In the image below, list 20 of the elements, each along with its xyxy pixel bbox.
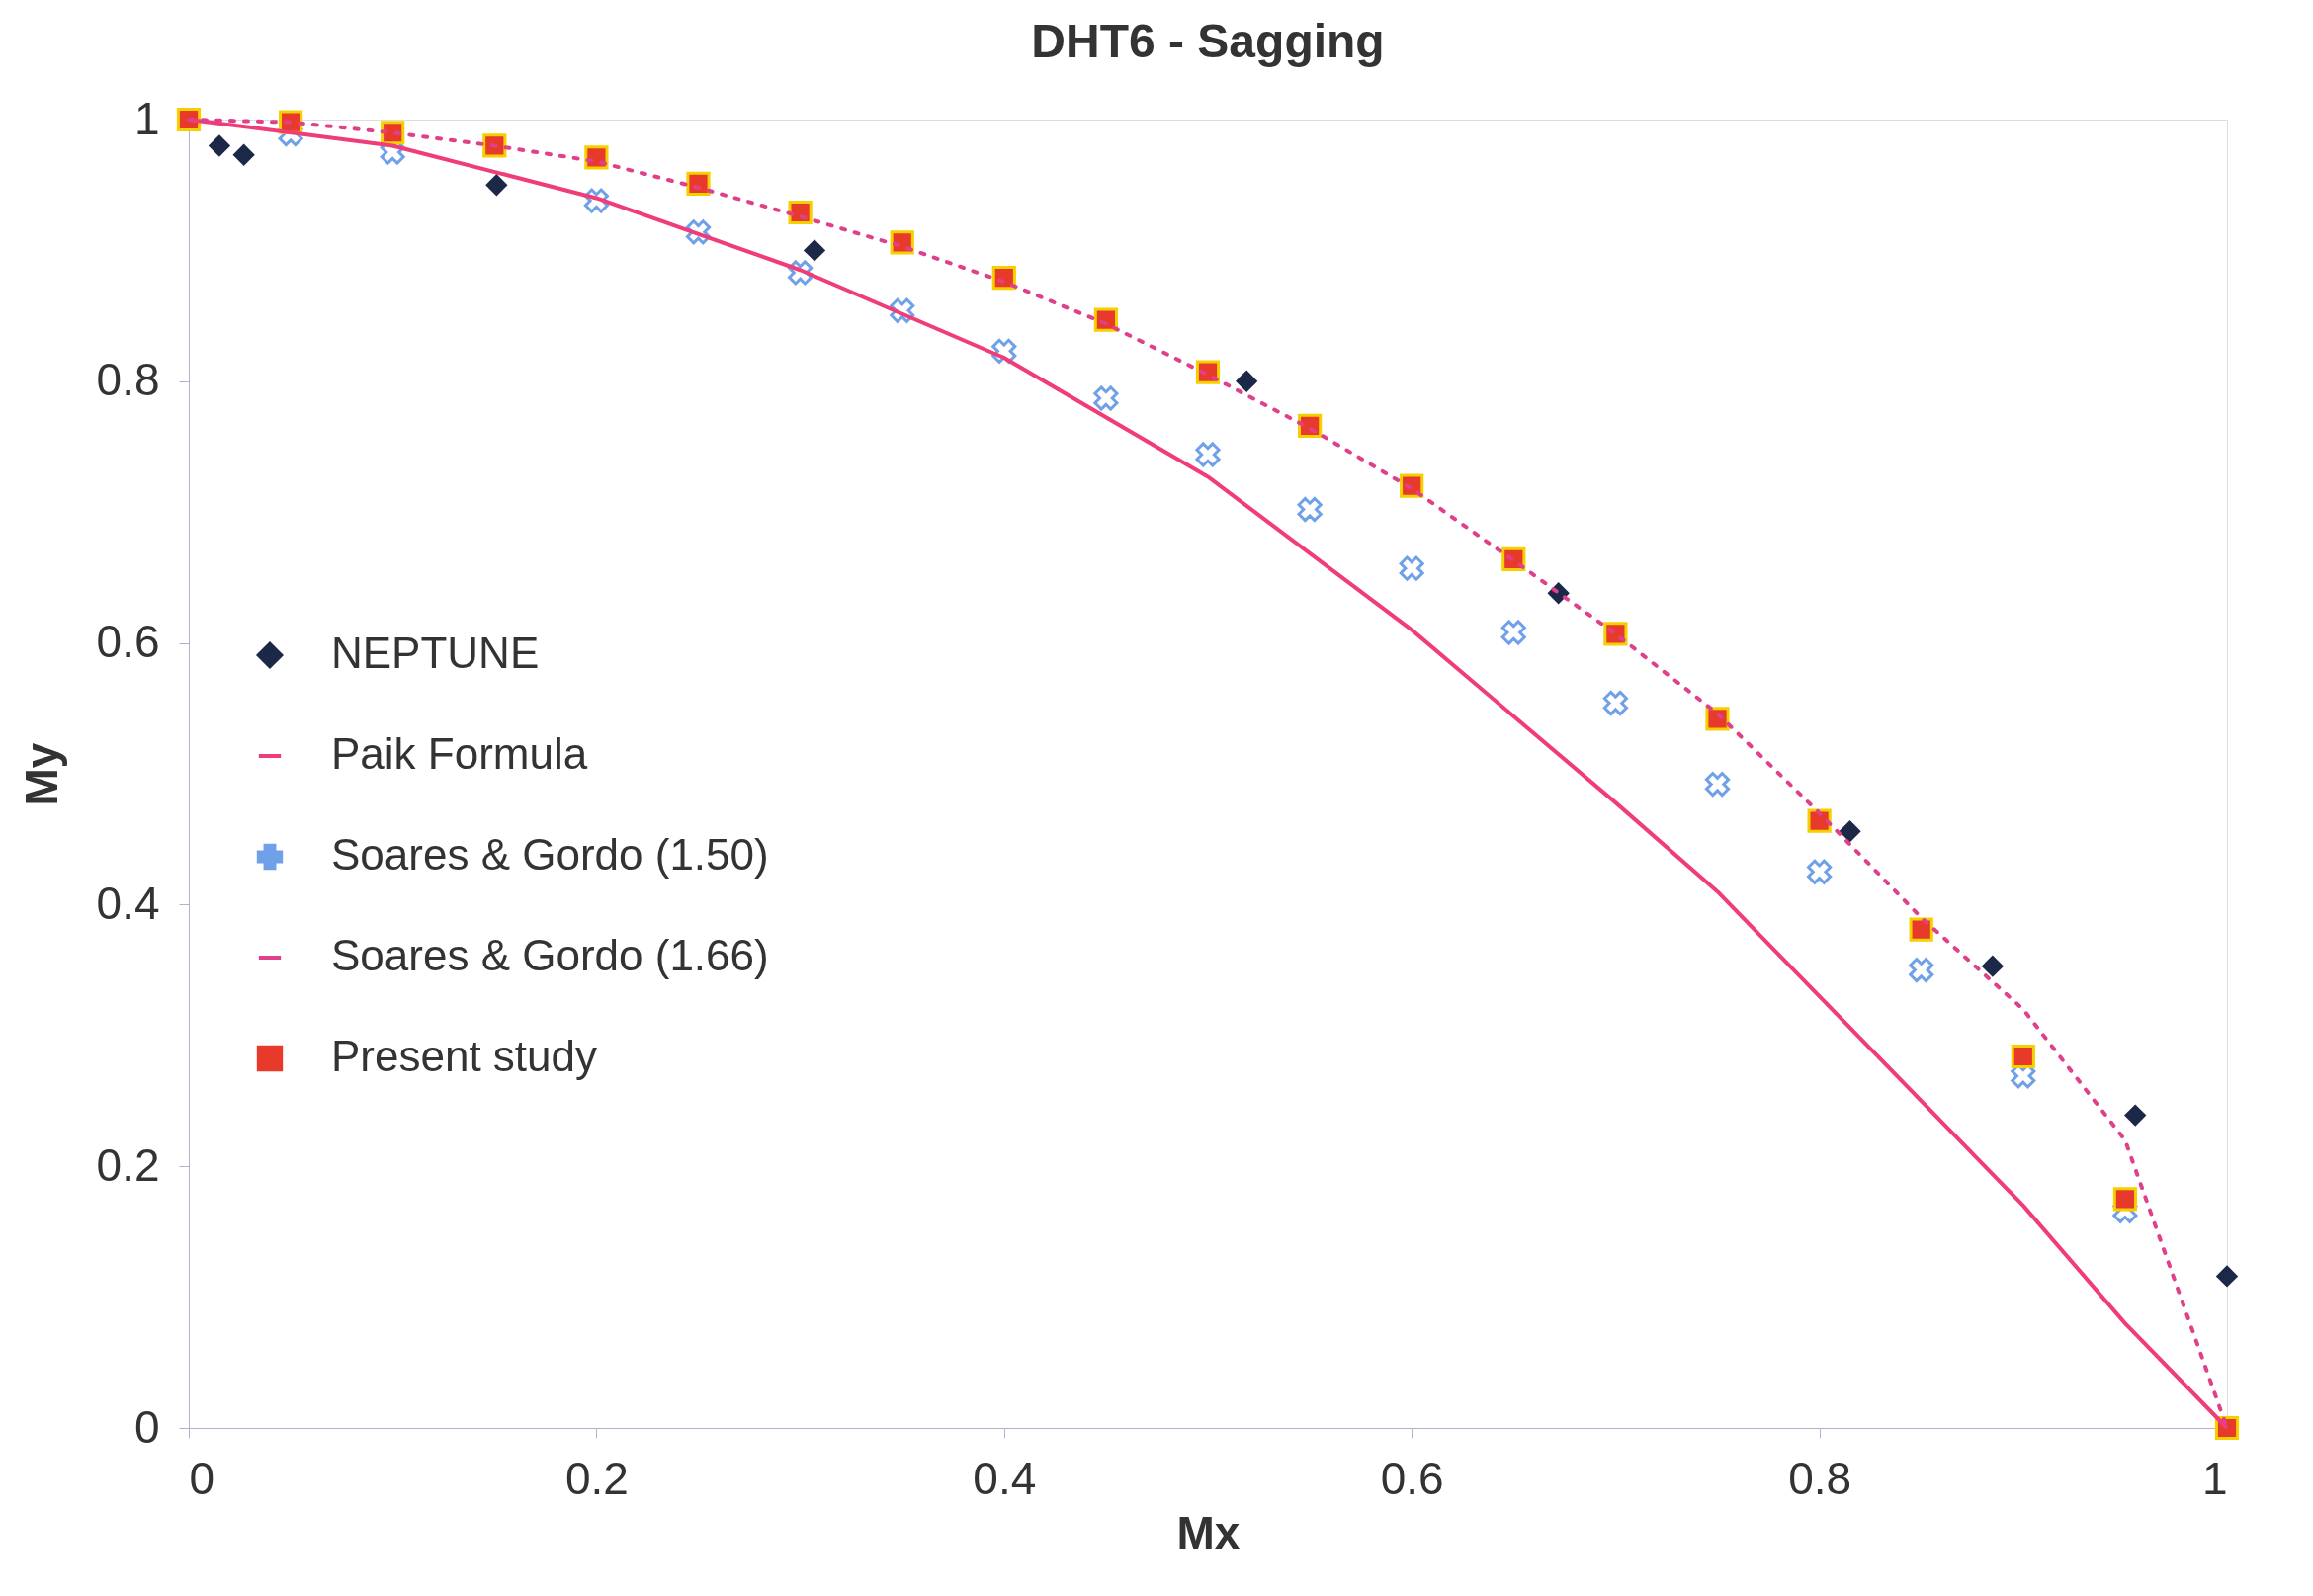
y-tick-label: 0.4 <box>96 877 160 929</box>
y-tick-label: 0.8 <box>96 354 160 406</box>
legend-label: Soares & Gordo (1.50) <box>331 830 769 879</box>
legend-label: Soares & Gordo (1.66) <box>331 931 769 979</box>
chart-title: DHT6 - Sagging <box>1031 15 1385 67</box>
x-tick-label: 0 <box>189 1452 215 1504</box>
y-tick-label: 0.6 <box>96 616 160 668</box>
x-tick-label: 0.2 <box>564 1452 629 1504</box>
x-tick-label: 0.4 <box>973 1452 1037 1504</box>
legend-label: NEPTUNE <box>331 629 540 677</box>
x-tick-label: 0.6 <box>1380 1452 1444 1504</box>
y-axis-title: My <box>15 742 67 806</box>
y-tick-label: 0 <box>133 1400 160 1453</box>
y-tick-label: 1 <box>133 92 160 144</box>
y-tick-label: 0.2 <box>96 1138 160 1191</box>
x-tick-label: 0.8 <box>1788 1452 1852 1504</box>
x-axis-title: Mx <box>1176 1506 1241 1558</box>
x-tick-label: 1 <box>2201 1452 2228 1504</box>
legend-label: Paik Formula <box>331 729 588 778</box>
legend-label: Present study <box>331 1032 598 1080</box>
